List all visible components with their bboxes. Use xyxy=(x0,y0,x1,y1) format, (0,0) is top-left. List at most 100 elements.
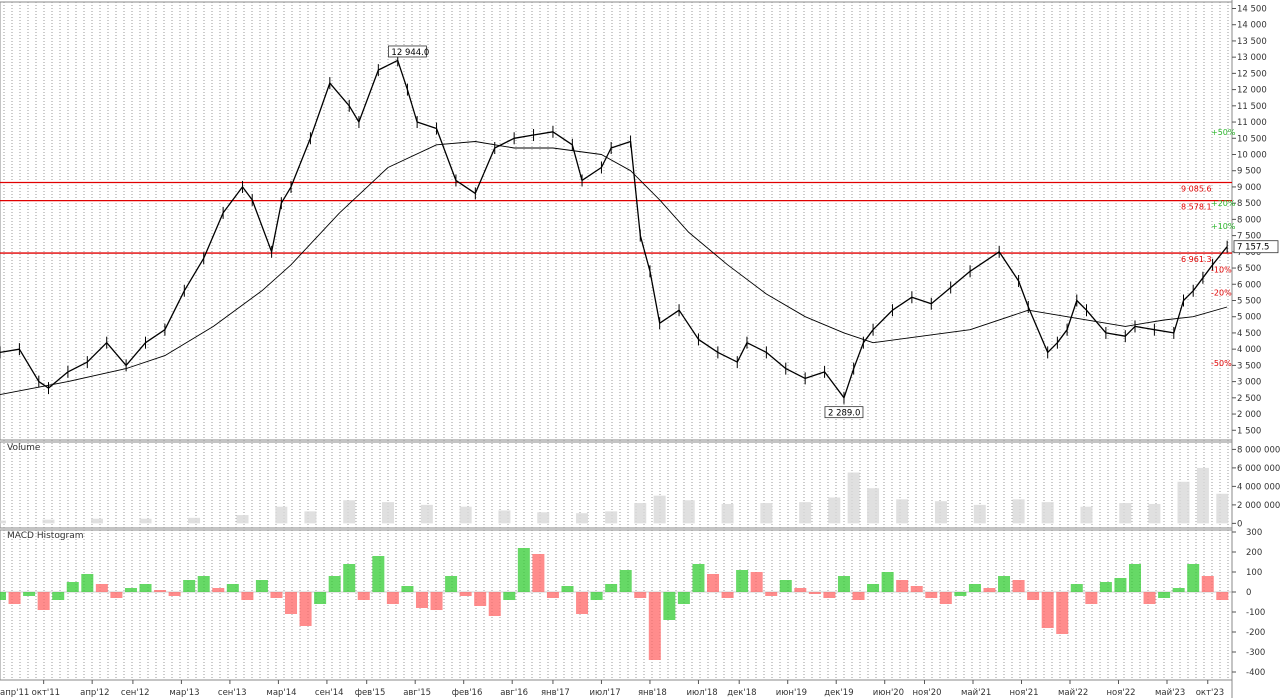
macd-ytick-label: 300 xyxy=(1246,528,1262,538)
extreme-label: 12 944.0 xyxy=(391,48,429,58)
macd-bar xyxy=(212,588,225,592)
volume-bar xyxy=(139,518,152,524)
volume-bar xyxy=(459,506,472,524)
macd-bar xyxy=(576,592,589,614)
macd-bar xyxy=(66,582,79,592)
volume-bar xyxy=(91,518,104,524)
xtick-label: апр'11 xyxy=(0,688,29,698)
volume-bar xyxy=(1177,481,1190,524)
macd-bar xyxy=(517,548,530,592)
macd-bar xyxy=(983,588,996,592)
macd-bar xyxy=(910,586,923,592)
macd-bar xyxy=(8,592,21,604)
macd-bar xyxy=(590,592,603,600)
xtick-label: июл'17 xyxy=(589,688,620,698)
price-ytick-label: 12 500 xyxy=(1237,69,1267,79)
macd-bar xyxy=(1128,564,1141,592)
macd-ytick-label: 0 xyxy=(1246,588,1251,598)
macd-bar xyxy=(0,592,6,600)
macd-bar xyxy=(1216,592,1229,600)
macd-bar xyxy=(474,592,487,606)
price-ytick-label: 7 500 xyxy=(1237,232,1261,242)
macd-bar xyxy=(779,580,792,592)
percent-level-label: -10% xyxy=(1211,266,1232,275)
volume-bar xyxy=(304,511,317,524)
macd-ytick-label: 100 xyxy=(1246,568,1262,578)
xtick-label: дек'19 xyxy=(824,688,853,698)
macd-bar xyxy=(401,586,414,592)
volume-bar xyxy=(382,502,395,524)
price-ytick-label: 3 500 xyxy=(1237,361,1261,371)
macd-panel xyxy=(0,548,1232,660)
volume-bar xyxy=(682,500,695,524)
macd-bar xyxy=(750,572,763,592)
macd-bar xyxy=(270,592,283,598)
xtick-label: сен'12 xyxy=(121,688,150,698)
price-ytick-label: 5 000 xyxy=(1237,313,1261,323)
xtick-label: май'22 xyxy=(1058,688,1088,698)
price-ytick-label: 4 000 xyxy=(1237,345,1261,355)
volume-bar xyxy=(799,502,812,524)
volume-bar xyxy=(576,513,589,524)
macd-bar xyxy=(823,592,836,598)
axes: 1 500 2 000 2 500 3 000 3 500 4 000 4 500 5 000… xyxy=(0,4,1280,698)
volume-bar xyxy=(634,503,647,524)
price-ytick-label: 13 500 xyxy=(1237,37,1267,47)
macd-bar xyxy=(1070,584,1083,592)
percent-level-label: -20% xyxy=(1211,288,1232,297)
labels: 9 085.6 8 578.1 6 961.3 12 944.0 2 289.0 +50%… xyxy=(388,45,1279,419)
macd-bar xyxy=(765,592,778,596)
volume-title: Volume xyxy=(7,443,41,453)
volume-ytick-label: 4 000 000 xyxy=(1237,482,1280,492)
macd-bar xyxy=(998,576,1011,592)
macd-bar xyxy=(1187,564,1200,592)
price-ytick-label: 9 000 xyxy=(1237,183,1261,193)
xtick-label: ноя'20 xyxy=(912,688,941,698)
macd-bar xyxy=(459,592,472,596)
xtick-label: июн'19 xyxy=(776,688,807,698)
macd-bar xyxy=(605,584,618,592)
xtick-label: янв'18 xyxy=(638,688,667,698)
macd-bar xyxy=(241,592,254,600)
volume-ytick-label: 8 000 000 xyxy=(1237,445,1280,455)
macd-bar xyxy=(328,576,341,592)
volume-bar xyxy=(42,519,55,524)
macd-bar xyxy=(445,576,458,592)
xtick-label: авг'16 xyxy=(500,688,528,698)
macd-bar xyxy=(619,570,632,592)
xtick-label: апр'12 xyxy=(80,688,109,698)
macd-bar xyxy=(415,592,428,608)
xtick-label: сен'13 xyxy=(218,688,247,698)
volume-ytick-label: 6 000 000 xyxy=(1237,464,1280,474)
volume-bar xyxy=(1119,503,1132,524)
macd-bar xyxy=(226,584,239,592)
macd-bar xyxy=(1041,592,1054,628)
macd-bar xyxy=(1114,578,1127,592)
macd-bar xyxy=(343,564,356,592)
macd-bar xyxy=(285,592,298,614)
volume-bar xyxy=(498,510,511,524)
price-ytick-label: 10 000 xyxy=(1237,150,1267,160)
xtick-label: окт'11 xyxy=(32,688,60,698)
xtick-label: мар'14 xyxy=(266,688,296,698)
volume-bar xyxy=(828,497,841,524)
macd-bar xyxy=(808,592,821,594)
price-ytick-label: 11 500 xyxy=(1237,102,1267,112)
price-ytick-label: 2 500 xyxy=(1237,394,1261,404)
percent-level-label: +50% xyxy=(1211,128,1236,137)
macd-bar xyxy=(968,584,981,592)
percent-level-label: -50% xyxy=(1211,359,1232,368)
macd-bar xyxy=(707,574,720,592)
volume-bar xyxy=(934,501,947,524)
macd-bar xyxy=(721,592,734,598)
price-ytick-label: 13 000 xyxy=(1237,53,1267,63)
volume-bar xyxy=(760,503,773,524)
volume-bar xyxy=(896,499,909,524)
macd-bar xyxy=(867,584,880,592)
price-ytick-label: 11 000 xyxy=(1237,118,1267,128)
macd-bar xyxy=(1085,592,1098,604)
price-ytick-label: 14 500 xyxy=(1237,4,1267,14)
macd-bar xyxy=(1143,592,1156,604)
extreme-label-box xyxy=(388,45,427,58)
volume-bar xyxy=(1148,503,1161,524)
